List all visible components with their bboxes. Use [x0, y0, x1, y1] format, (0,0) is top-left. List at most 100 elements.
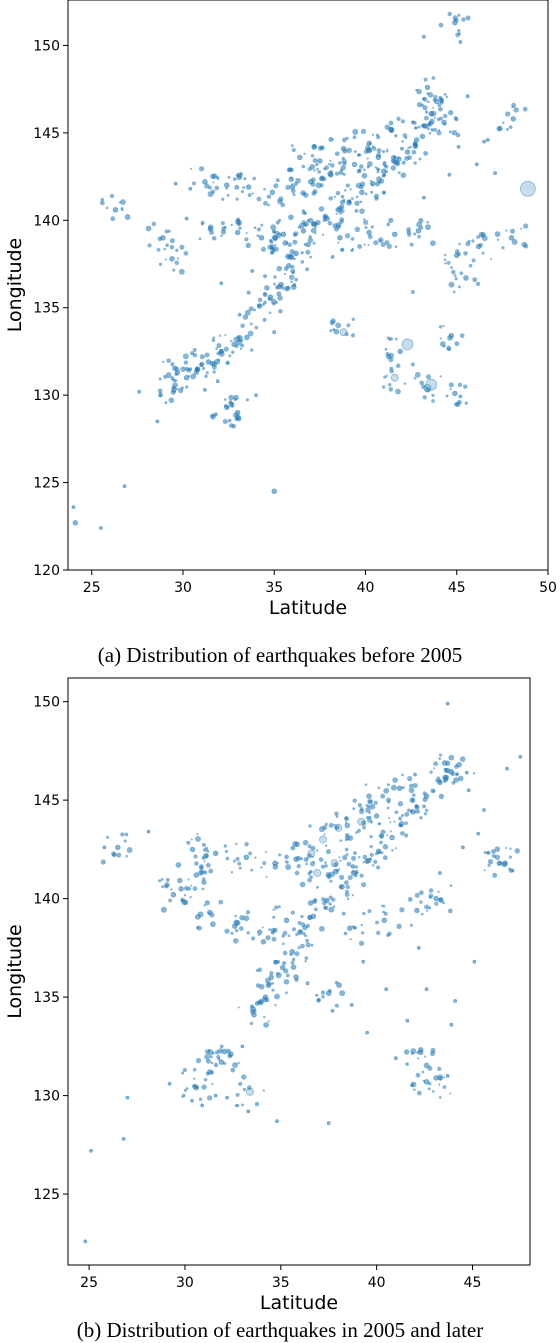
data-point — [420, 123, 425, 128]
data-point — [116, 852, 122, 858]
data-point — [391, 848, 394, 852]
data-point — [275, 1119, 279, 1124]
data-point — [210, 173, 216, 180]
data-point — [476, 235, 480, 239]
data-point — [388, 383, 392, 387]
data-point — [481, 251, 485, 255]
data-point — [182, 353, 189, 360]
data-point — [450, 269, 456, 275]
data-point — [209, 229, 215, 235]
data-point — [422, 105, 428, 111]
data-point — [189, 896, 192, 899]
data-point — [356, 169, 361, 174]
data-point — [410, 290, 415, 294]
data-point — [453, 274, 457, 277]
data-point — [384, 169, 389, 174]
data-point — [237, 172, 243, 179]
data-point — [346, 897, 350, 901]
data-point — [376, 865, 381, 870]
data-point — [164, 884, 169, 889]
data-point — [295, 932, 299, 937]
data-point — [246, 1085, 252, 1090]
data-point — [383, 787, 390, 794]
data-point — [393, 1056, 398, 1061]
data-point — [368, 811, 371, 815]
data-point — [359, 200, 363, 204]
x-tick-label: 30 — [174, 580, 192, 596]
data-point — [376, 148, 382, 154]
data-point — [260, 223, 264, 227]
data-point — [102, 845, 107, 850]
data-point — [274, 243, 277, 247]
data-point — [505, 128, 509, 131]
data-point — [321, 900, 327, 906]
data-point — [239, 347, 243, 350]
data-point — [448, 130, 452, 134]
data-point — [310, 845, 316, 851]
data-point — [449, 1092, 452, 1095]
data-point — [394, 133, 398, 138]
data-point — [417, 1090, 422, 1096]
data-point — [350, 248, 354, 253]
data-point — [285, 253, 292, 260]
data-point — [447, 172, 452, 177]
data-point — [242, 314, 249, 320]
data-point — [265, 850, 268, 854]
data-point — [333, 862, 339, 868]
data-point — [401, 338, 414, 351]
data-point — [263, 274, 268, 279]
data-point — [253, 226, 257, 230]
data-point — [447, 908, 453, 914]
data-point — [262, 861, 267, 866]
data-point — [438, 757, 442, 760]
data-point — [267, 1020, 270, 1023]
data-point — [310, 181, 316, 187]
data-point — [324, 822, 328, 826]
data-point — [220, 221, 225, 226]
data-point — [346, 147, 352, 154]
data-point — [285, 864, 292, 870]
data-point — [176, 257, 180, 260]
data-point — [365, 1030, 370, 1035]
data-point — [344, 332, 349, 337]
data-point — [379, 178, 385, 184]
data-point — [285, 991, 288, 995]
data-point — [190, 838, 193, 841]
data-point — [243, 854, 250, 861]
data-point — [260, 939, 267, 945]
data-point — [291, 927, 297, 932]
data-point — [217, 1048, 224, 1054]
data-point — [438, 22, 444, 28]
data-point — [224, 182, 230, 189]
data-point — [438, 325, 443, 329]
data-point — [377, 850, 381, 855]
data-point — [264, 285, 270, 291]
data-point — [237, 338, 241, 342]
data-point — [443, 253, 447, 257]
data-point — [493, 171, 498, 176]
data-point — [195, 835, 201, 842]
data-point — [382, 150, 386, 154]
data-point — [299, 943, 305, 949]
data-point — [336, 224, 341, 230]
data-point — [269, 238, 273, 243]
data-point — [292, 283, 297, 287]
data-point — [308, 824, 312, 828]
data-point — [263, 1015, 266, 1019]
data-point — [196, 833, 199, 836]
data-point — [302, 839, 309, 846]
data-point — [366, 140, 372, 147]
data-point — [281, 942, 285, 946]
data-point — [292, 193, 296, 197]
data-point — [256, 1000, 261, 1005]
data-point — [249, 1021, 254, 1026]
data-point — [307, 844, 312, 849]
data-point — [187, 374, 191, 378]
data-point — [329, 879, 333, 883]
data-point — [404, 811, 410, 817]
y-tick-label: 120 — [33, 563, 60, 579]
x-tick-label: 40 — [368, 1275, 386, 1291]
data-point — [392, 231, 398, 238]
data-point — [363, 219, 369, 225]
data-point — [444, 262, 447, 265]
